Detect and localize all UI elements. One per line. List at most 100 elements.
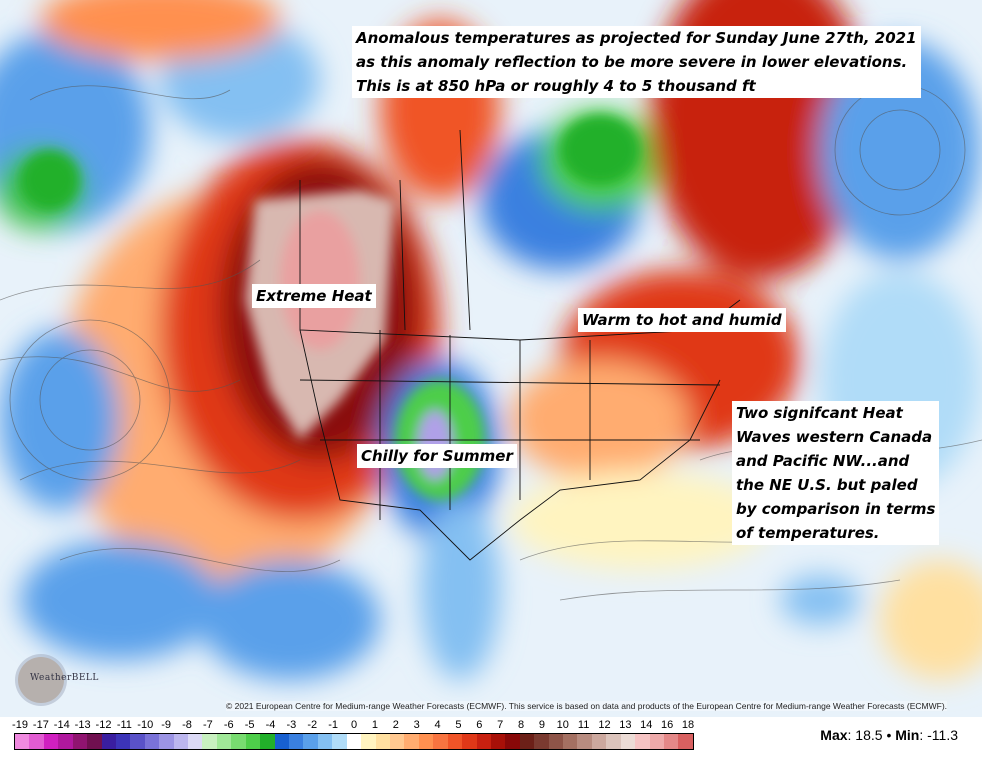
- legend-swatch: [173, 734, 189, 749]
- legend-swatch: [245, 734, 261, 749]
- legend-swatch: [332, 734, 347, 749]
- legend-swatch: [447, 734, 463, 749]
- anomaly-fill: [0, 0, 982, 680]
- legend-swatch: [563, 734, 578, 749]
- summary-annotation: Two signifcant Heat Waves western Canada…: [732, 401, 940, 545]
- separator: •: [886, 727, 892, 743]
- legend-swatch: [663, 734, 679, 749]
- legend-swatch: [130, 734, 145, 749]
- legend-tick-label: 12: [598, 719, 611, 731]
- legend-swatch: [260, 734, 275, 749]
- legend-swatch: [635, 734, 650, 749]
- legend-swatch: [591, 734, 607, 749]
- legend-swatch: [101, 734, 116, 749]
- min-label: Min: [895, 727, 920, 743]
- legend-tick-label: 0: [350, 719, 358, 731]
- legend-swatch: [144, 734, 160, 749]
- summary-line: the NE U.S. but paled: [736, 476, 918, 494]
- legend-swatch: [87, 734, 102, 749]
- legend-tick-label: -1: [328, 719, 339, 731]
- legend-tick-label: 8: [517, 719, 525, 731]
- legend-tick-label: -11: [116, 719, 132, 731]
- legend-swatch: [620, 734, 636, 749]
- extreme-heat-label: Extreme Heat: [252, 284, 376, 308]
- max-min-stats: Max: 18.5 • Min: -11.3: [820, 727, 958, 743]
- legend-tick-label: -14: [53, 719, 70, 731]
- legend-swatch: [389, 734, 405, 749]
- legend-tick-label: 16: [661, 719, 674, 731]
- summary-line: of temperatures.: [736, 524, 880, 542]
- legend-swatch: [462, 734, 477, 749]
- legend-tick-label: 2: [392, 719, 399, 731]
- legend-tick-label: 1: [371, 719, 378, 731]
- legend-swatch: [375, 734, 390, 749]
- logo-text: WeatherBELL: [30, 673, 99, 683]
- legend-tick-label: 3: [413, 719, 420, 731]
- legend-swatch: [404, 734, 419, 749]
- summary-line: Waves western Canada: [736, 428, 933, 446]
- min-value: -11.3: [927, 727, 958, 743]
- legend-swatch: [43, 734, 59, 749]
- legend-tick-label: -13: [74, 719, 91, 731]
- legend-tick-label: 10: [556, 719, 569, 731]
- legend-colorbar: [14, 733, 694, 750]
- temperature-anomaly-map: Anomalous temperatures as projected for …: [0, 0, 982, 717]
- title-line: Anomalous temperatures as projected for …: [356, 29, 917, 47]
- legend-swatch: [505, 734, 520, 749]
- legend-tick-label: -19: [12, 719, 28, 731]
- legend-tick-label: 6: [476, 719, 483, 731]
- legend-swatch: [159, 734, 174, 749]
- legend-tick-label: -3: [286, 719, 297, 731]
- legend-tick-label: -7: [202, 719, 213, 731]
- title-line: This is at 850 hPa or roughly 4 to 5 tho…: [356, 77, 756, 95]
- title-annotation: Anomalous temperatures as projected for …: [352, 26, 921, 98]
- legend-tick-label: -2: [307, 719, 318, 731]
- legend-swatch: [216, 734, 232, 749]
- legend-tick-label: 4: [434, 719, 441, 731]
- legend-tick-label: -4: [265, 719, 276, 731]
- legend-tick-label: -17: [32, 719, 49, 731]
- legend-swatch: [303, 734, 318, 749]
- chilly-label: Chilly for Summer: [357, 444, 517, 468]
- legend-swatch: [202, 734, 217, 749]
- legend-swatch: [418, 734, 434, 749]
- legend-swatch: [548, 734, 564, 749]
- summary-line: Two signifcant Heat: [736, 404, 903, 422]
- legend-swatch: [317, 734, 333, 749]
- title-line: as this anomaly reflection to be more se…: [356, 53, 908, 71]
- legend-tick-label: -6: [223, 719, 234, 731]
- legend-swatch: [289, 734, 304, 749]
- legend-swatch: [361, 734, 376, 749]
- legend-ticks: -19 -17 -14 -13 -12 -11 -10 -9 -8 -7 -6 -5 -4 -3 -2 -1 0…: [12, 719, 695, 733]
- weatherbell-logo: [18, 657, 64, 703]
- legend-swatch: [577, 734, 592, 749]
- legend-tick-label: 11: [577, 719, 590, 731]
- legend-tick-label: -12: [95, 719, 112, 731]
- legend-swatch: [678, 734, 693, 749]
- legend-swatch: [274, 734, 290, 749]
- legend-tick-label: 7: [497, 719, 504, 731]
- legend-tick-label: -9: [161, 719, 172, 731]
- legend-tick-label: 14: [640, 719, 653, 731]
- legend-swatch: [188, 734, 203, 749]
- legend-swatch: [534, 734, 549, 749]
- legend-swatch: [433, 734, 448, 749]
- map-canvas: [0, 0, 982, 680]
- legend-swatch: [519, 734, 535, 749]
- legend-swatch: [115, 734, 131, 749]
- max-label: Max: [820, 727, 848, 743]
- legend-swatch: [490, 734, 506, 749]
- legend-swatch: [58, 734, 73, 749]
- legend-tick-label: 18: [681, 719, 695, 731]
- summary-line: and Pacific NW...and: [736, 452, 910, 470]
- legend-swatch: [29, 734, 44, 749]
- max-value: 18.5: [855, 727, 883, 743]
- legend-swatch: [15, 734, 30, 749]
- legend-tick-label: 13: [619, 719, 632, 731]
- legend-tick-label: -10: [137, 719, 154, 731]
- legend-tick-label: 5: [455, 719, 462, 731]
- legend-swatch: [346, 734, 362, 749]
- legend-swatch: [476, 734, 491, 749]
- legend-tick-label: -5: [244, 719, 255, 731]
- legend-tick-label: -8: [182, 719, 192, 731]
